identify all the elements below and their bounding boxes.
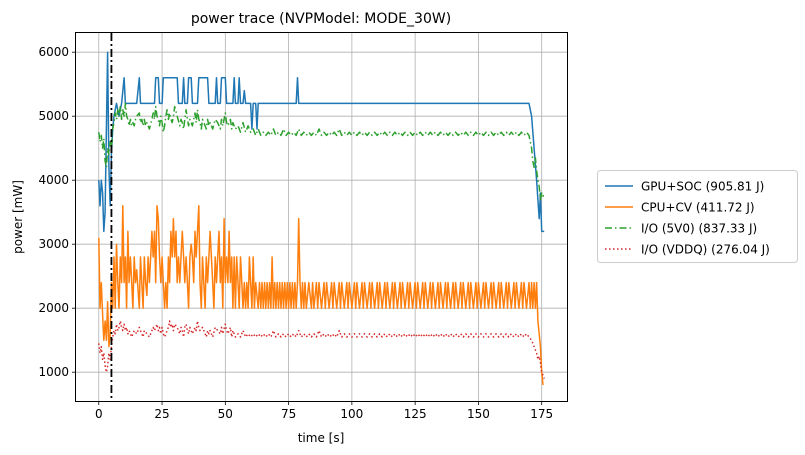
y-tick-label: 4000 [38, 173, 69, 187]
y-axis-label: power [mW] [11, 180, 25, 254]
x-tick-label: 25 [154, 407, 169, 421]
series-line [98, 102, 545, 201]
axis-ticks: 0 25 50 75 100 125 150 175 1000 2000 3000 4000 5000 6… [38, 45, 553, 421]
x-tick-label: 125 [404, 407, 427, 421]
x-tick-label: 100 [340, 407, 363, 421]
x-tick-label: 150 [467, 407, 490, 421]
y-tick-label: 3000 [38, 237, 69, 251]
y-tick-label: 6000 [38, 45, 69, 59]
grid [76, 33, 567, 401]
y-tick-label: 5000 [38, 109, 69, 123]
series-line [98, 205, 544, 386]
legend-label: GPU+SOC (905.81 J) [641, 180, 764, 194]
plot-area-frame [75, 32, 568, 402]
series-line [98, 51, 545, 233]
legend-box [597, 170, 798, 263]
y-tick-label: 2000 [38, 301, 69, 315]
legend-label: CPU+CV (411.72 J) [641, 201, 755, 215]
x-axis-label: time [s] [298, 431, 345, 445]
x-tick-label: 0 [95, 407, 103, 421]
legend-label: I/O (VDDQ) (276.04 J) [641, 243, 770, 257]
legend: GPU+SOC (905.81 J) CPU+CV (411.72 J) I/O (… [597, 170, 798, 263]
y-tick-label: 1000 [38, 365, 69, 379]
x-tick-label: 50 [218, 407, 233, 421]
series-lines [98, 51, 545, 386]
legend-label: I/O (5V0) (837.33 J) [641, 222, 757, 236]
chart-title: power trace (NVPModel: MODE_30W) [191, 11, 451, 27]
x-tick-label: 75 [281, 407, 296, 421]
series-line [98, 320, 545, 379]
x-tick-label: 175 [530, 407, 553, 421]
